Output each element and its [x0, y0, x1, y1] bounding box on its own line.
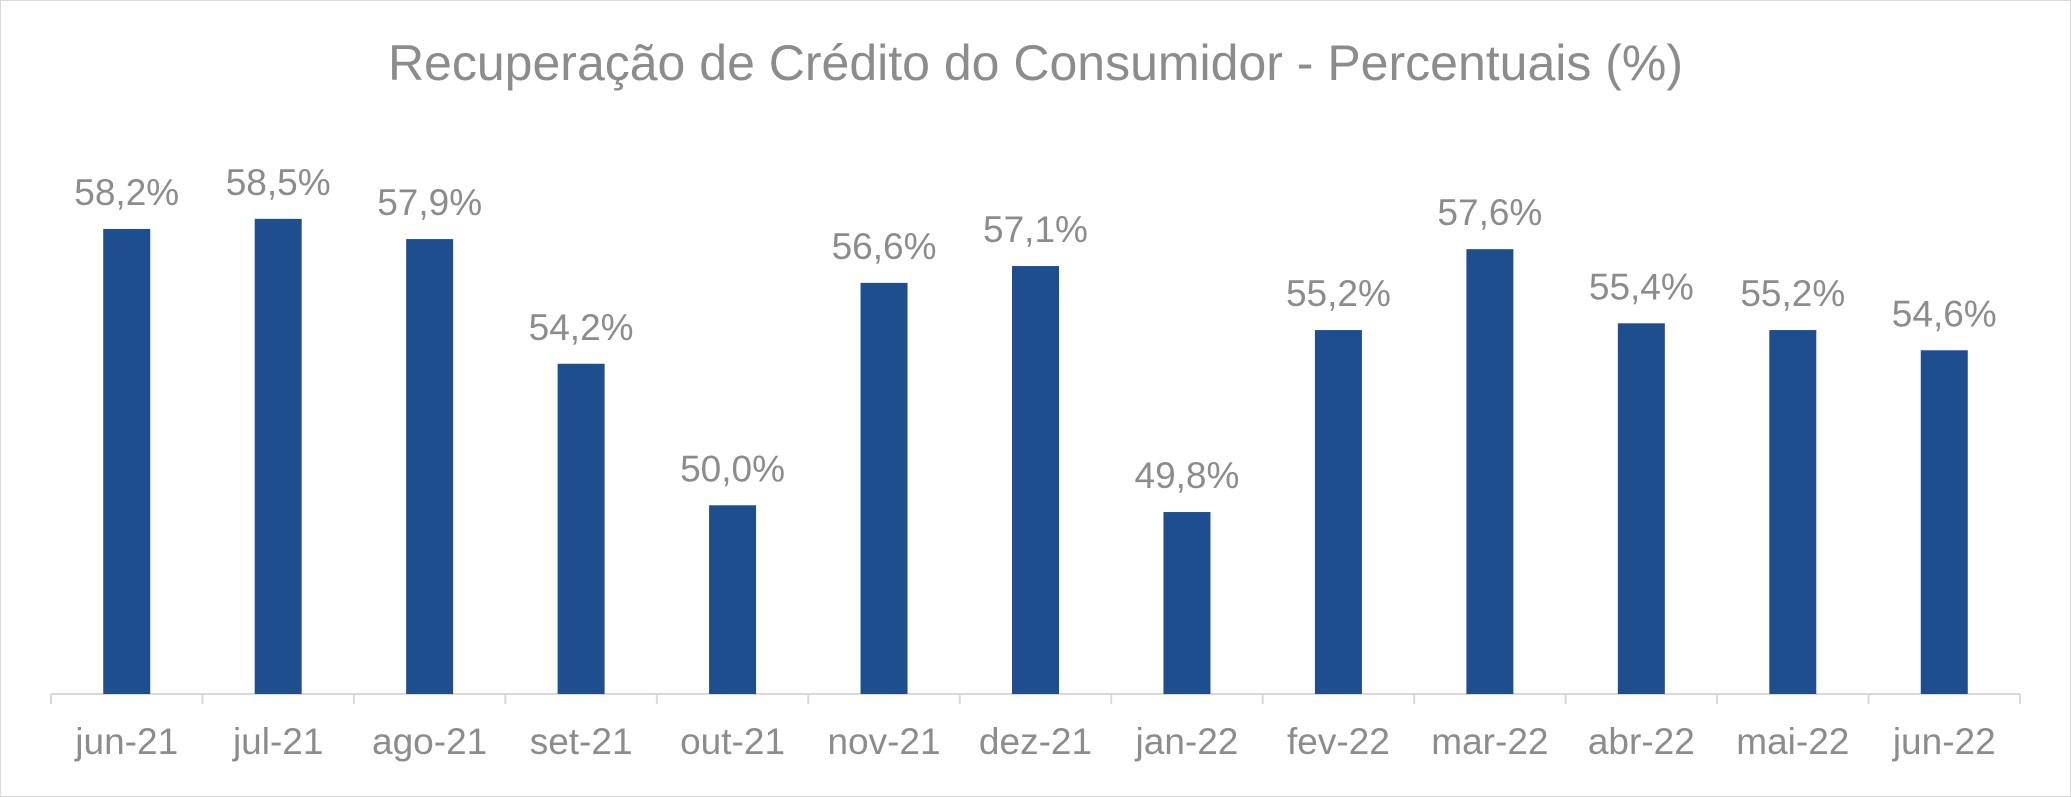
bar-out-21 [709, 505, 757, 694]
bar-abr-22 [1617, 323, 1665, 694]
bar-ago-21 [406, 239, 454, 695]
bar-set-21 [557, 363, 605, 694]
data-label-out-21: 50,0% [680, 448, 785, 489]
data-label-fev-22: 55,2% [1286, 273, 1391, 314]
bar-jun-21 [103, 228, 151, 694]
bar-mai-22 [1769, 330, 1817, 694]
data-label-jun-22: 54,6% [1892, 293, 1997, 334]
category-label-jan-22: jan-22 [1135, 721, 1239, 762]
category-labels: jun-21 jul-21 ago-21 set-21 out-21 nov-21 dez-… [74, 721, 1995, 762]
data-label-mar-22: 57,6% [1437, 192, 1542, 233]
data-label-jan-22: 49,8% [1135, 455, 1240, 496]
category-label-jul-21: jul-21 [232, 721, 324, 762]
category-label-mai-22: mai-22 [1736, 721, 1849, 762]
x-ticks [50, 694, 2021, 704]
category-label-mar-22: mar-22 [1431, 721, 1548, 762]
data-label-mai-22: 55,2% [1740, 273, 1845, 314]
data-label-nov-21: 56,6% [832, 226, 937, 267]
category-label-fev-22: fev-22 [1287, 721, 1390, 762]
bar-jul-21 [254, 218, 302, 695]
bar-jun-22 [1920, 350, 1968, 694]
data-label-abr-22: 55,4% [1589, 266, 1694, 307]
data-label-jun-21: 58,2% [74, 172, 179, 213]
data-label-jul-21: 58,5% [226, 162, 331, 203]
bars [103, 218, 1968, 695]
bar-jan-22 [1163, 512, 1211, 694]
category-label-out-21: out-21 [680, 721, 785, 762]
bar-mar-22 [1466, 249, 1514, 694]
category-label-abr-22: abr-22 [1588, 721, 1695, 762]
chart-title: Recuperação de Crédito do Consumidor - P… [387, 35, 1684, 91]
category-label-dez-21: dez-21 [979, 721, 1092, 762]
category-label-nov-21: nov-21 [827, 721, 940, 762]
category-label-set-21: set-21 [530, 721, 633, 762]
data-labels: 58,2% 58,5% 57,9% 54,2% 50,0% 56,6% 57,1% 49,8%… [74, 162, 1996, 496]
category-label-ago-21: ago-21 [372, 721, 487, 762]
category-label-jun-21: jun-21 [74, 721, 178, 762]
bar-nov-21 [860, 282, 908, 694]
data-label-dez-21: 57,1% [983, 209, 1088, 250]
data-label-set-21: 54,2% [529, 307, 634, 348]
data-label-ago-21: 57,9% [377, 182, 482, 223]
bar-fev-22 [1314, 330, 1362, 694]
category-label-jun-22: jun-22 [1892, 721, 1996, 762]
bar-dez-21 [1012, 266, 1059, 694]
